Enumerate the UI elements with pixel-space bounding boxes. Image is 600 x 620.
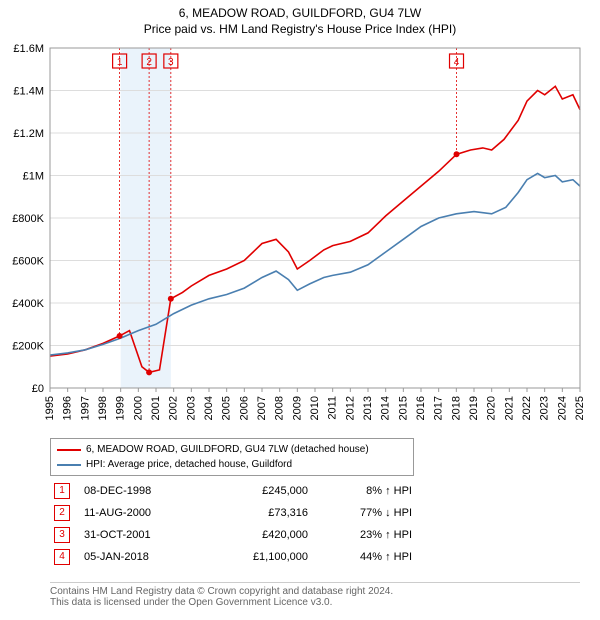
event-price: £73,316 bbox=[204, 502, 318, 524]
svg-text:1995: 1995 bbox=[44, 396, 56, 420]
svg-text:1998: 1998 bbox=[97, 396, 109, 420]
sale-event-row: 2 11-AUG-2000£73,31677% ↓ HPI bbox=[50, 502, 422, 524]
svg-text:2018: 2018 bbox=[450, 396, 462, 420]
legend-item: HPI: Average price, detached house, Guil… bbox=[57, 457, 407, 472]
svg-text:2024: 2024 bbox=[556, 396, 568, 420]
legend-label: 6, MEADOW ROAD, GUILDFORD, GU4 7LW (deta… bbox=[86, 442, 369, 457]
event-price: £420,000 bbox=[204, 524, 318, 546]
event-price: £1,100,000 bbox=[204, 546, 318, 568]
event-marker: 4 bbox=[54, 549, 70, 565]
svg-text:2002: 2002 bbox=[168, 396, 180, 420]
svg-text:£1.4M: £1.4M bbox=[13, 86, 44, 98]
svg-text:2003: 2003 bbox=[185, 396, 197, 420]
legend-swatch bbox=[57, 464, 81, 466]
svg-text:2020: 2020 bbox=[486, 396, 498, 420]
svg-text:1: 1 bbox=[117, 57, 123, 68]
legend-label: HPI: Average price, detached house, Guil… bbox=[86, 457, 292, 472]
svg-text:2019: 2019 bbox=[468, 396, 480, 420]
svg-text:£1.2M: £1.2M bbox=[13, 128, 44, 140]
legend-item: 6, MEADOW ROAD, GUILDFORD, GU4 7LW (deta… bbox=[57, 442, 407, 457]
svg-text:2017: 2017 bbox=[433, 396, 445, 420]
svg-text:2008: 2008 bbox=[274, 396, 286, 420]
svg-text:£1M: £1M bbox=[23, 171, 44, 183]
legend-swatch bbox=[57, 449, 81, 451]
svg-text:£400K: £400K bbox=[12, 298, 44, 310]
event-date: 05-JAN-2018 bbox=[80, 546, 204, 568]
svg-text:1996: 1996 bbox=[62, 396, 74, 420]
svg-text:2009: 2009 bbox=[291, 396, 303, 420]
svg-text:£200K: £200K bbox=[12, 341, 44, 353]
chart-legend: 6, MEADOW ROAD, GUILDFORD, GU4 7LW (deta… bbox=[50, 438, 414, 476]
sale-event-row: 1 08-DEC-1998£245,0008% ↑ HPI bbox=[50, 480, 422, 502]
sale-event-row: 3 31-OCT-2001£420,00023% ↑ HPI bbox=[50, 524, 422, 546]
svg-text:1997: 1997 bbox=[79, 396, 91, 420]
event-delta: 8% ↑ HPI bbox=[318, 480, 422, 502]
svg-text:2014: 2014 bbox=[380, 396, 392, 420]
svg-text:2000: 2000 bbox=[132, 396, 144, 420]
svg-text:2013: 2013 bbox=[362, 396, 374, 420]
svg-text:2: 2 bbox=[146, 57, 152, 68]
svg-text:2025: 2025 bbox=[574, 396, 586, 420]
sale-event-row: 4 05-JAN-2018£1,100,00044% ↑ HPI bbox=[50, 546, 422, 568]
event-marker: 3 bbox=[54, 527, 70, 543]
event-delta: 23% ↑ HPI bbox=[318, 524, 422, 546]
event-delta: 77% ↓ HPI bbox=[318, 502, 422, 524]
event-price: £245,000 bbox=[204, 480, 318, 502]
event-date: 31-OCT-2001 bbox=[80, 524, 204, 546]
event-date: 08-DEC-1998 bbox=[80, 480, 204, 502]
svg-text:2001: 2001 bbox=[150, 396, 162, 420]
svg-text:2016: 2016 bbox=[415, 396, 427, 420]
svg-text:2021: 2021 bbox=[503, 396, 515, 420]
event-delta: 44% ↑ HPI bbox=[318, 546, 422, 568]
event-date: 11-AUG-2000 bbox=[80, 502, 204, 524]
event-marker: 1 bbox=[54, 483, 70, 499]
svg-text:2004: 2004 bbox=[203, 396, 215, 420]
footer-line-2: This data is licensed under the Open Gov… bbox=[50, 597, 580, 608]
svg-text:£600K: £600K bbox=[12, 256, 44, 268]
sales-events-table: 1 08-DEC-1998£245,0008% ↑ HPI 2 11-AUG-2000… bbox=[50, 480, 422, 568]
svg-text:£1.6M: £1.6M bbox=[13, 43, 44, 55]
event-marker: 2 bbox=[54, 505, 70, 521]
svg-text:2005: 2005 bbox=[221, 396, 233, 420]
svg-text:£0: £0 bbox=[32, 383, 44, 395]
svg-text:2007: 2007 bbox=[256, 396, 268, 420]
svg-text:2022: 2022 bbox=[521, 396, 533, 420]
svg-text:2012: 2012 bbox=[344, 396, 356, 420]
svg-text:2006: 2006 bbox=[238, 396, 250, 420]
svg-text:2023: 2023 bbox=[539, 396, 551, 420]
price-chart: £0 £200K £400K £600K £800K £1M £1.2M £1.4M £1.6M… bbox=[0, 0, 600, 440]
footer-line-1: Contains HM Land Registry data © Crown c… bbox=[50, 586, 580, 597]
svg-text:2011: 2011 bbox=[327, 396, 339, 420]
data-attribution: Contains HM Land Registry data © Crown c… bbox=[50, 582, 580, 608]
svg-text:1999: 1999 bbox=[115, 396, 127, 420]
svg-text:2010: 2010 bbox=[309, 396, 321, 420]
svg-text:2015: 2015 bbox=[397, 396, 409, 420]
svg-text:£800K: £800K bbox=[12, 213, 44, 225]
svg-text:3: 3 bbox=[168, 57, 174, 68]
svg-text:4: 4 bbox=[454, 57, 460, 68]
